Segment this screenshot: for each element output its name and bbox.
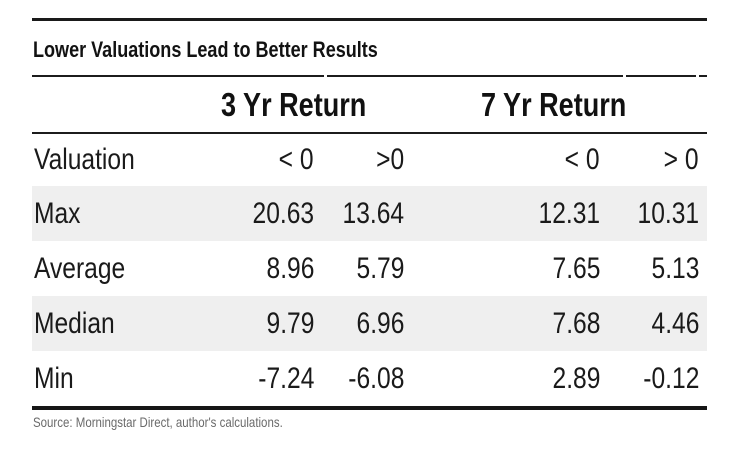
table-row-max: Max 20.63 13.64 12.31 10.31 xyxy=(32,186,707,241)
value-cell: 5.79 xyxy=(317,241,407,296)
value-cell: -7.24 xyxy=(180,351,317,408)
value: 12.31 xyxy=(538,196,600,230)
value: 7.68 xyxy=(552,306,600,340)
row-label: Median xyxy=(34,306,115,340)
value: 2.89 xyxy=(552,361,600,395)
group-header-7yr: 7 Yr Return xyxy=(407,75,707,134)
figure-title-text: Lower Valuations Lead to Better Results xyxy=(33,37,378,62)
value-cell: 8.96 xyxy=(180,241,317,296)
subheader-cell-7yr-neg: < 0 xyxy=(407,133,603,186)
table-row-min: Min -7.24 -6.08 2.89 -0.12 xyxy=(32,351,707,408)
row-label: Valuation xyxy=(34,143,135,176)
value-cell: 20.63 xyxy=(180,186,317,241)
table-row-average: Average 8.96 5.79 7.65 5.13 xyxy=(32,241,707,296)
value-cell: 6.96 xyxy=(317,296,407,351)
value: 7.65 xyxy=(552,251,600,285)
value: 5.79 xyxy=(356,251,404,285)
top-rule xyxy=(32,18,707,21)
value: 4.46 xyxy=(651,306,699,340)
row-label: Average xyxy=(34,251,126,285)
value-cell: 2.89 xyxy=(407,351,603,408)
value-cell: 7.68 xyxy=(407,296,603,351)
value: 8.96 xyxy=(266,251,314,285)
value-cell: -0.12 xyxy=(603,351,707,408)
group-header-empty-cell xyxy=(32,75,180,134)
subheader-cell-3yr-neg: < 0 xyxy=(180,133,317,186)
row-label-cell: Min xyxy=(32,351,180,408)
subheader-label: > 0 xyxy=(664,143,699,176)
value: 5.13 xyxy=(651,251,699,285)
value-cell: 10.31 xyxy=(603,186,707,241)
returns-table: 3 Yr Return 7 Yr Return Valuation < 0 >0… xyxy=(32,75,707,410)
value-cell: 9.79 xyxy=(180,296,317,351)
value-cell: -6.08 xyxy=(317,351,407,408)
top-border-gap xyxy=(324,74,327,79)
value-cell: 5.13 xyxy=(603,241,707,296)
figure-title: Lower Valuations Lead to Better Results xyxy=(33,37,454,63)
row-label: Max xyxy=(34,196,81,230)
source-note: Source: Morningstar Direct, author's cal… xyxy=(33,413,338,432)
value: 6.96 xyxy=(356,306,404,340)
row-label: Min xyxy=(34,361,74,395)
row-label-cell: Max xyxy=(32,186,180,241)
group-header-3yr-label: 3 Yr Return xyxy=(220,85,367,123)
subheader-row: Valuation < 0 >0 < 0 > 0 xyxy=(32,133,707,186)
value-cell: 4.46 xyxy=(603,296,707,351)
group-header-row: 3 Yr Return 7 Yr Return xyxy=(32,75,707,134)
subheader-cell-7yr-pos: > 0 xyxy=(603,133,707,186)
row-label-cell: Valuation xyxy=(32,133,180,186)
group-header-3yr: 3 Yr Return xyxy=(180,75,407,134)
value-cell: 12.31 xyxy=(407,186,603,241)
value-cell: 13.64 xyxy=(317,186,407,241)
value: -6.08 xyxy=(347,361,404,395)
subheader-label: >0 xyxy=(375,143,404,176)
row-label-cell: Median xyxy=(32,296,180,351)
value-cell: 7.65 xyxy=(407,241,603,296)
value: 20.63 xyxy=(252,196,314,230)
row-label-cell: Average xyxy=(32,241,180,296)
source-note-text: Source: Morningstar Direct, author's cal… xyxy=(33,414,283,430)
value: 9.79 xyxy=(266,306,314,340)
value: -0.12 xyxy=(642,361,699,395)
value: 13.64 xyxy=(342,196,404,230)
subheader-cell-3yr-pos: >0 xyxy=(317,133,407,186)
subheader-label: < 0 xyxy=(565,143,600,176)
subheader-label: < 0 xyxy=(279,143,314,176)
table-row-median: Median 9.79 6.96 7.68 4.46 xyxy=(32,296,707,351)
top-border-gap xyxy=(696,74,699,79)
value: -7.24 xyxy=(257,361,314,395)
top-border-gap xyxy=(623,74,626,79)
value: 10.31 xyxy=(637,196,699,230)
group-header-7yr-label: 7 Yr Return xyxy=(480,85,627,123)
